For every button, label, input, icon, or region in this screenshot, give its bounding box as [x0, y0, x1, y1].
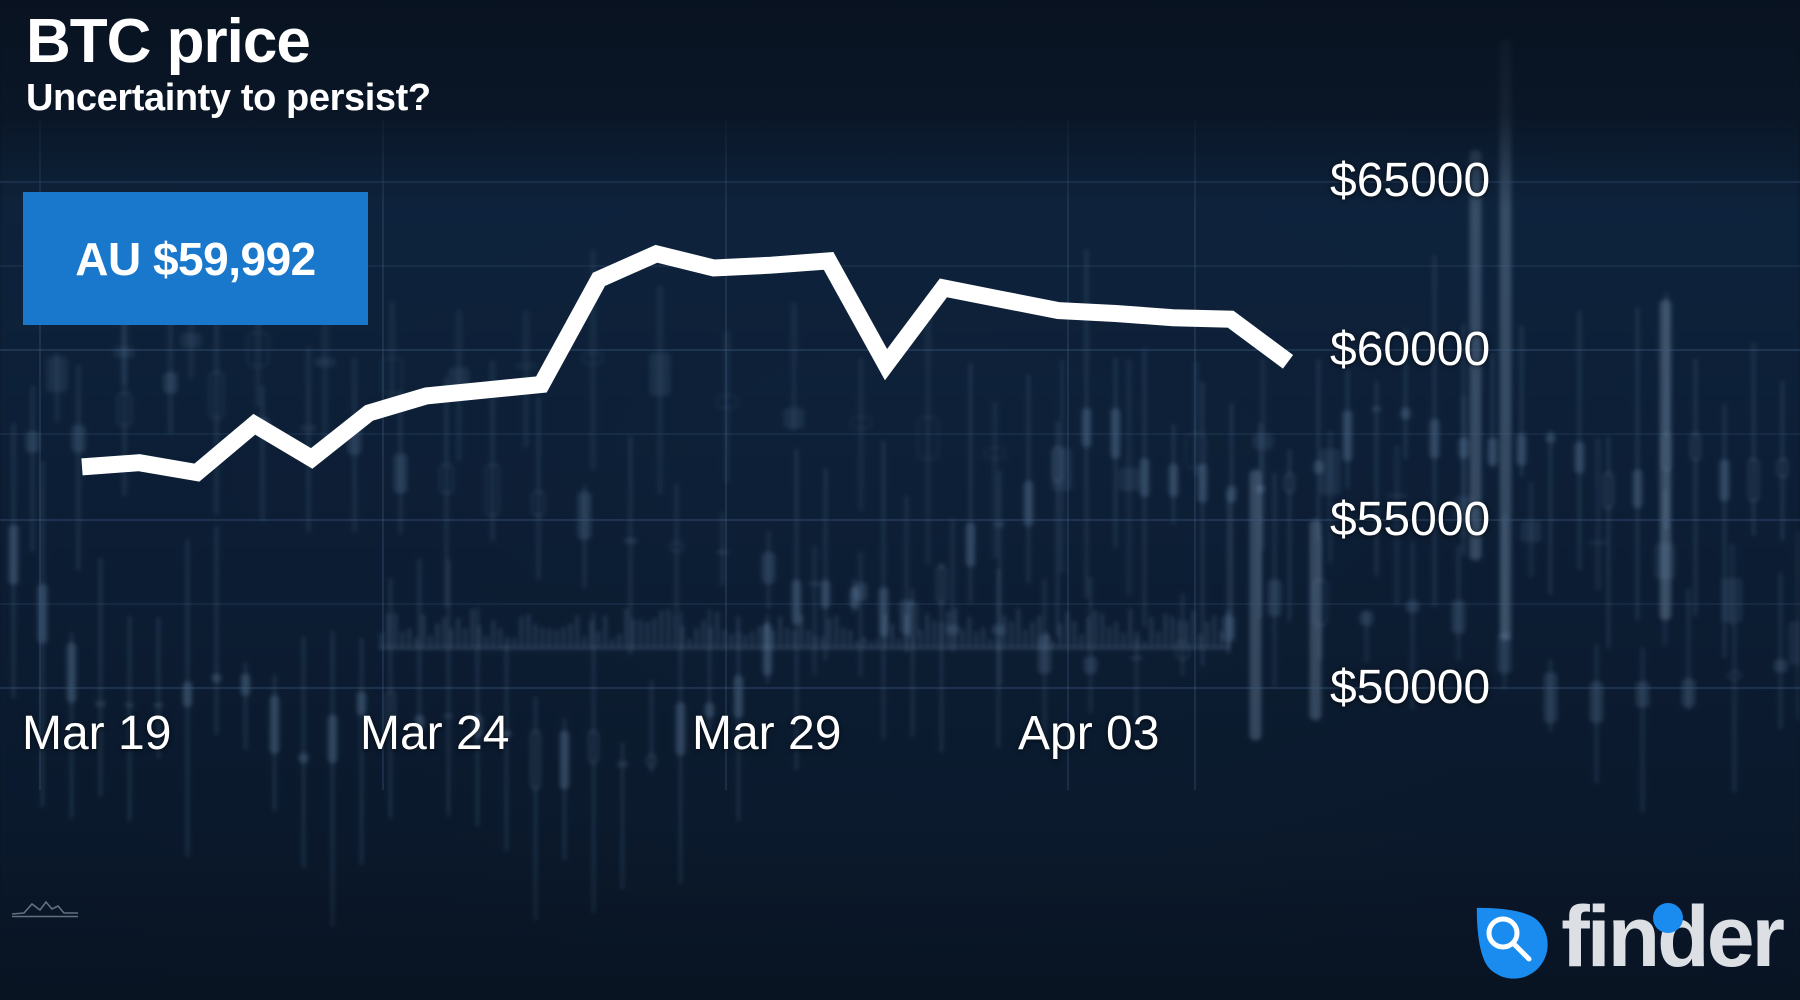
x-axis-tick-mar-24: Mar 24 [360, 707, 510, 760]
x-axis-tick-mar-19: Mar 19 [22, 707, 172, 760]
sparkline-glyph [10, 893, 80, 924]
finder-i-dot-icon [1653, 902, 1684, 933]
finder-logo[interactable]: finder [1465, 889, 1785, 986]
y-axis-tick-55000: $55000 [1330, 493, 1491, 546]
y-axis-tick-60000: $60000 [1330, 323, 1491, 376]
price-badge: AU $59,992 [23, 192, 368, 325]
magnifier-droplet-icon [1465, 889, 1551, 986]
y-axis-tick-50000: $50000 [1330, 661, 1491, 714]
page-title: BTC price [26, 7, 311, 76]
x-axis-tick-mar-29: Mar 29 [692, 707, 842, 760]
x-axis-tick-apr-03: Apr 03 [1018, 707, 1160, 760]
y-axis-tick-65000: $65000 [1330, 154, 1491, 207]
price-badge-label: AU $59,992 [75, 232, 316, 285]
title-block: BTC price Uncertainty to persist? [26, 10, 431, 120]
finder-wordmark: finder [1561, 894, 1785, 980]
page-subtitle: Uncertainty to persist? [26, 77, 431, 120]
